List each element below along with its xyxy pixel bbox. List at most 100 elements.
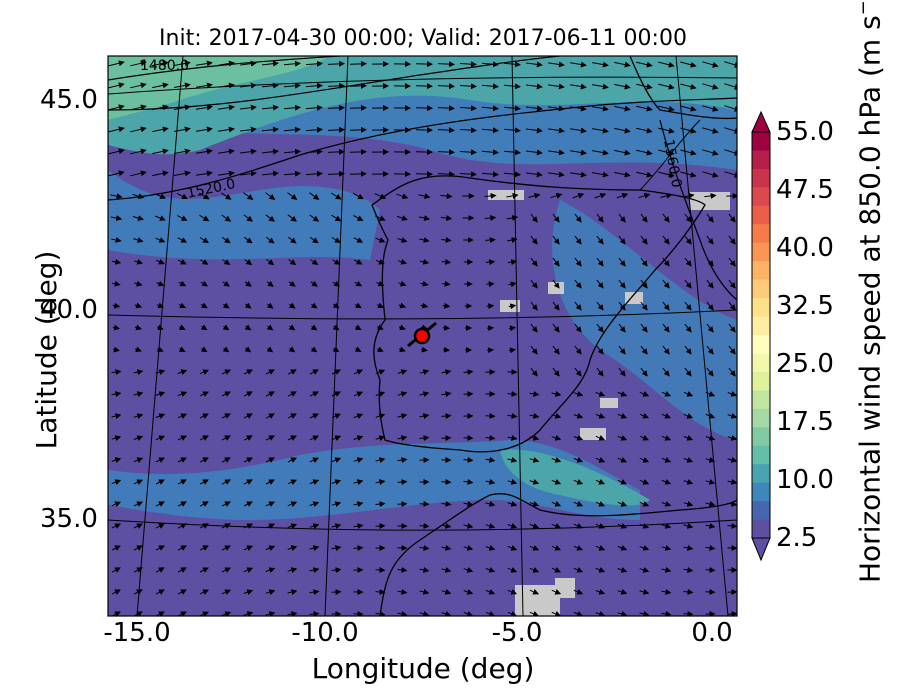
wind-vector-arrow (419, 544, 430, 551)
wind-vector-arrow (441, 566, 452, 573)
wind-vector-arrow (596, 323, 604, 333)
wind-vector-arrow (574, 323, 582, 333)
wind-vector-arrow (419, 237, 430, 243)
wind-vector-arrow (485, 259, 496, 266)
wind-vector-arrow (683, 610, 694, 616)
wind-vector-arrow (484, 214, 497, 221)
wind-vector-arrow (265, 214, 275, 222)
wind-vector-arrow (375, 237, 386, 243)
wind-vector-arrow (442, 302, 451, 309)
wind-vector-arrow (705, 413, 716, 419)
colorbar-swatch (752, 242, 770, 262)
wind-vector-arrow (287, 611, 298, 616)
wind-vector-arrow (221, 369, 232, 375)
wind-vector-arrow (243, 192, 254, 200)
wind-vector-arrow (640, 367, 648, 377)
wind-vector-arrow (196, 148, 213, 155)
wind-vector-arrow (349, 126, 367, 133)
wind-vector-arrow (550, 192, 563, 199)
wind-vector-arrow (200, 280, 209, 287)
wind-vector-arrow (110, 215, 123, 222)
wind-vector-arrow (377, 324, 384, 330)
wind-vector-arrow (528, 192, 541, 199)
wind-vector-arrow (661, 522, 672, 529)
wind-vector-arrow (592, 127, 609, 134)
contour-label-1480: 1480.0 (140, 58, 189, 74)
wind-vector-arrow (176, 192, 188, 200)
colorbar-tick-label: 25.0 (776, 349, 834, 379)
wind-vector-arrow (507, 567, 518, 573)
wind-vector-arrow (309, 479, 320, 485)
wind-vector-arrow (463, 611, 474, 616)
wind-vector-arrow (309, 214, 320, 222)
wind-vector-arrow (481, 61, 499, 68)
wind-speed-strait-jet (500, 449, 650, 506)
wind-vector-arrow (706, 257, 714, 267)
wind-vector-arrow (112, 280, 121, 287)
wind-vector-arrow (305, 170, 323, 177)
wind-vector-arrow (287, 523, 298, 530)
wind-vector-arrow (418, 193, 431, 200)
colorbar (751, 110, 771, 562)
wind-vector-arrow (595, 501, 606, 507)
wind-vector-arrow (244, 346, 252, 353)
wind-vector-arrow (349, 60, 367, 67)
wind-vector-arrow (683, 500, 694, 507)
wind-vector-arrow (309, 413, 319, 419)
wind-vector-arrow (305, 148, 323, 155)
wind-vector-arrow (463, 478, 474, 485)
wind-vector-arrow (640, 345, 648, 355)
africa-coastline (379, 493, 737, 616)
wind-vector-arrow (377, 346, 384, 352)
wind-vector-arrow (283, 104, 301, 111)
wind-vector-arrow (133, 545, 143, 551)
wind-vector-arrow (243, 479, 253, 485)
colorbar-swatch (752, 427, 770, 447)
wind-vector-arrow (261, 104, 279, 111)
wind-vector-arrow (702, 127, 719, 134)
wind-vector-arrow (506, 214, 519, 221)
wind-vector-arrow (442, 280, 451, 287)
wind-vector-arrow (485, 522, 496, 529)
wind-vector-arrow (221, 479, 231, 485)
wind-vector-arrow (503, 105, 521, 112)
wind-vector-arrow (353, 457, 364, 464)
wind-vector-arrow (683, 435, 694, 441)
wind-vector-arrow (177, 567, 187, 573)
wind-vector-arrow (529, 611, 540, 616)
wind-vector-arrow (706, 301, 714, 311)
wind-vector-arrow (704, 192, 717, 199)
wind-vector-arrow (526, 171, 543, 178)
wind-vector-arrow (398, 280, 407, 287)
wind-vector-arrow (243, 457, 253, 463)
wind-vector-arrow (529, 523, 540, 529)
wind-vector-arrow (375, 588, 386, 595)
map-title: Init: 2017-04-30 00:00; Valid: 2017-06-1… (159, 26, 687, 51)
wind-vector-arrow (529, 412, 540, 419)
wind-vector-arrow (243, 545, 254, 551)
wind-vector-arrow (595, 479, 606, 485)
wind-vector-arrow (617, 523, 628, 529)
wind-vector-arrow (152, 104, 169, 111)
wind-vector-arrow (265, 501, 276, 507)
wind-vector-arrow (265, 589, 276, 596)
wind-vector-arrow (595, 545, 606, 551)
wind-vector-arrow (157, 346, 164, 353)
wind-vector-arrow (551, 412, 562, 419)
wind-vector-arrow (437, 127, 455, 134)
wind-vector-arrow (503, 61, 521, 68)
wind-vector-arrow (614, 149, 631, 156)
x-tick-label: -15.0 (103, 618, 171, 648)
wind-vector-arrow (481, 83, 499, 90)
wind-vector-arrow (507, 523, 518, 529)
wind-vector-arrow (661, 610, 672, 616)
wind-vector-arrow (108, 126, 125, 133)
wind-vector-arrow (441, 258, 452, 265)
wind-vector-arrow (508, 281, 517, 288)
wind-vector-arrow (639, 391, 650, 397)
wind-vector-arrow (727, 390, 737, 397)
wind-vector-arrow (573, 390, 584, 397)
wind-vector-arrow (288, 259, 297, 266)
wind-vector-arrow (639, 610, 650, 616)
